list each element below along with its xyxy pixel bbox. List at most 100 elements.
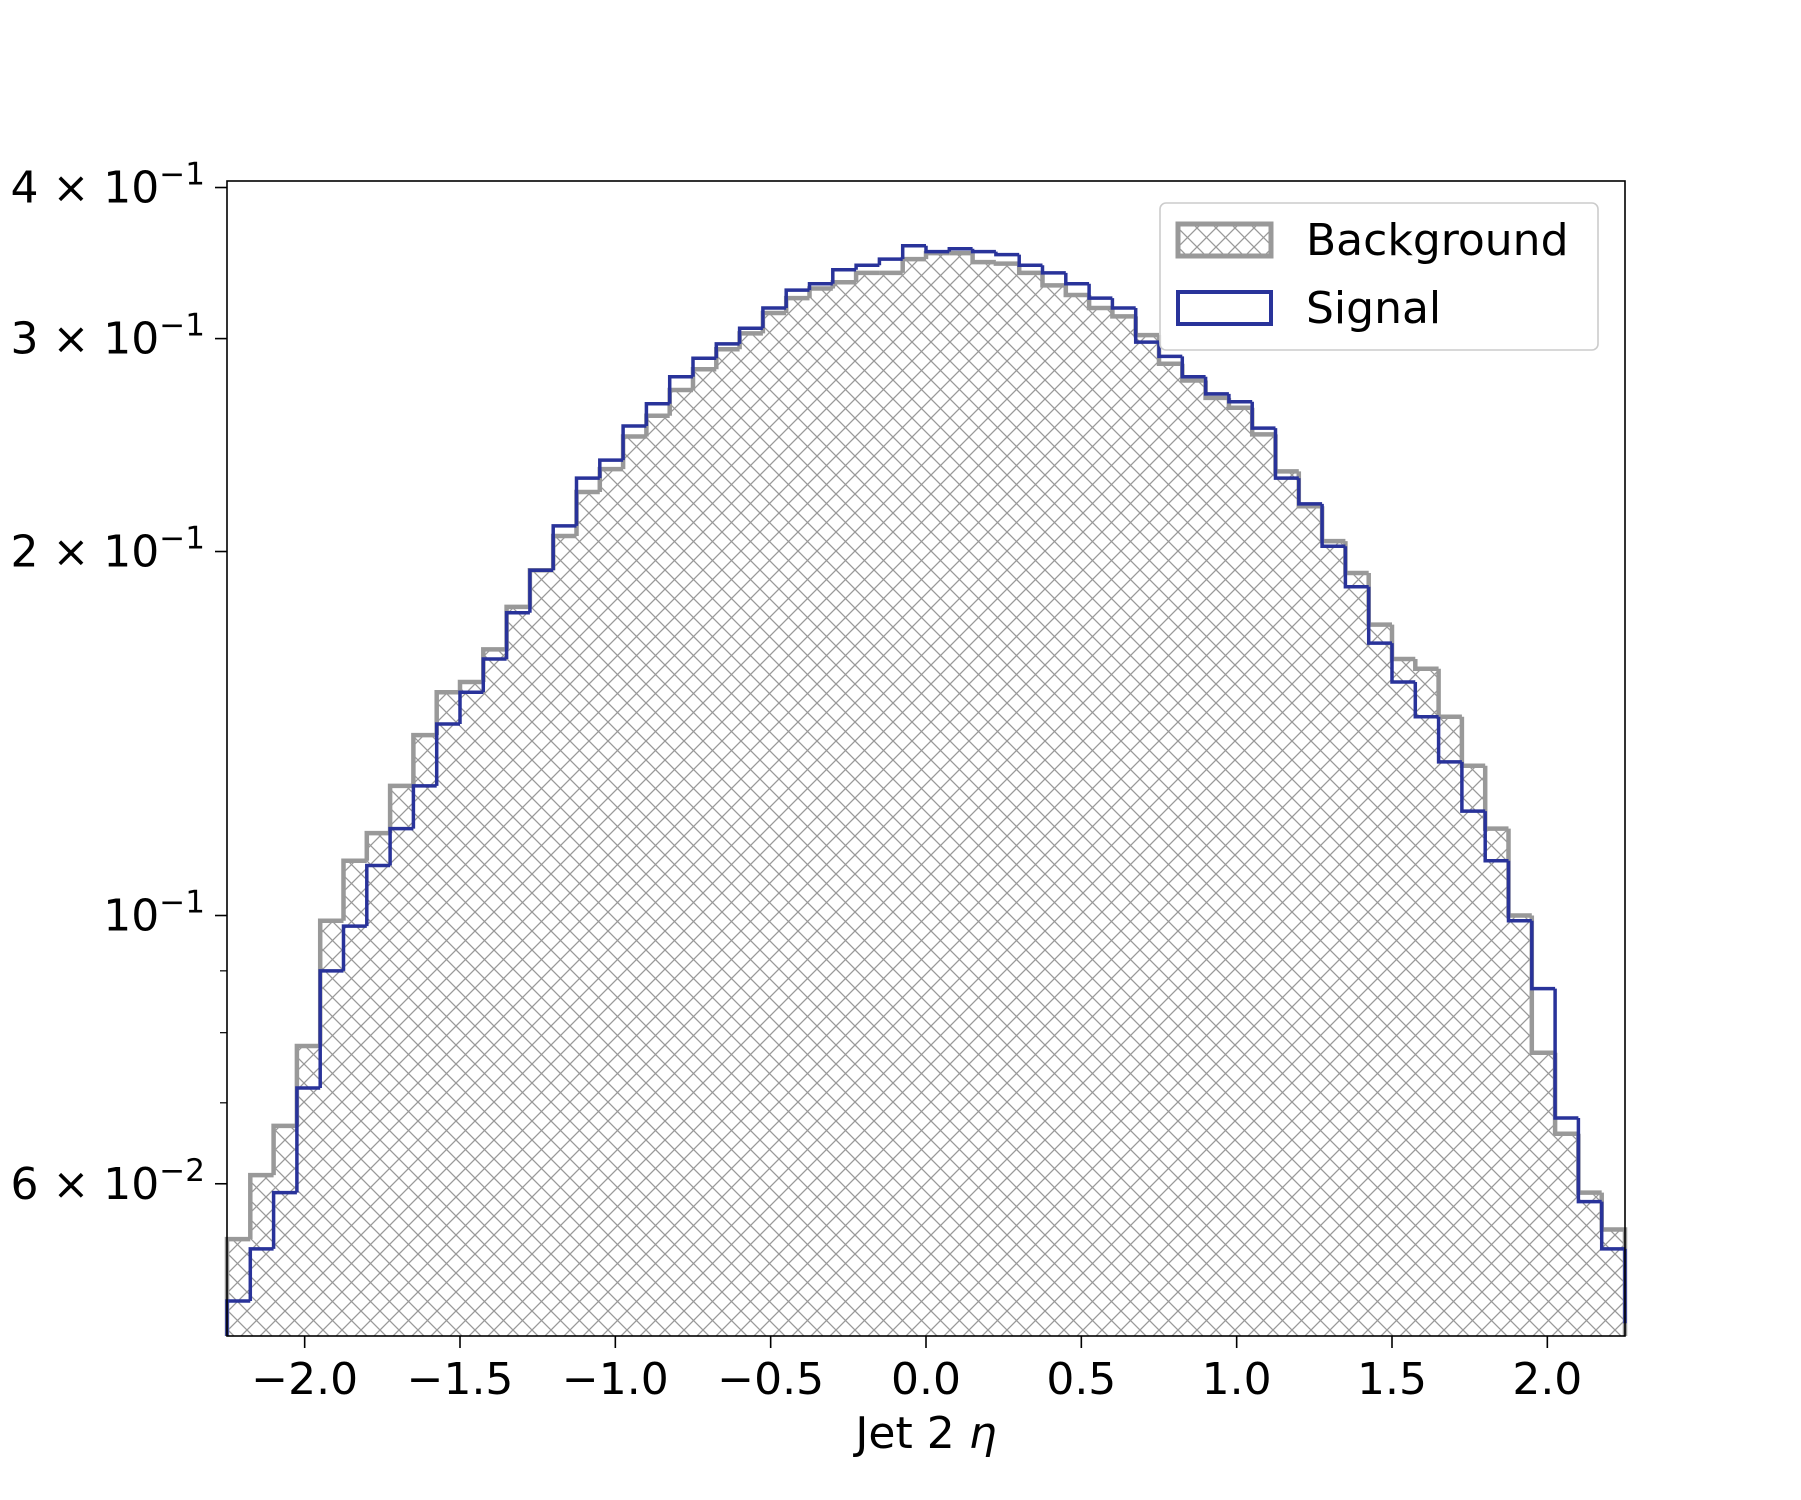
signal-bin [1250,401,1276,430]
background-bin [1343,541,1369,576]
background-bin [1389,624,1416,662]
signal-bin [737,326,763,344]
background-bin [1296,471,1323,509]
background-bin [271,1123,297,1176]
x-tick-label: 0.0 [891,1354,961,1405]
background-bin [1063,285,1090,298]
signal-bin [831,268,857,284]
signal-bin [1157,342,1183,359]
y-tick-label: 6 × 10−2 [10,1153,205,1210]
background-bin [248,1172,274,1240]
background-bin [1273,434,1299,474]
background-bin [1366,572,1392,627]
background-bin [411,732,437,786]
background-bin [1552,1052,1579,1136]
background-bin [457,679,484,693]
x-tick-label: 0.5 [1046,1354,1116,1405]
x-tick-label: −2.0 [251,1354,358,1405]
signal-bin [807,282,833,291]
signal-bin [1180,356,1206,379]
signal-bin [1297,478,1323,506]
signal-bin [411,784,437,829]
signal-bin [574,476,600,526]
background-bin [1506,828,1532,918]
background-bin [1040,272,1066,288]
signal-bin [1017,254,1043,267]
x-tick-label: −1.0 [562,1354,669,1405]
signal-bin [481,657,507,693]
legend-label-background: Background [1306,215,1569,266]
background-bin [1413,658,1439,671]
signal-bin [1553,988,1579,1120]
signal-bin [528,568,554,613]
signal-bin [434,722,460,786]
signal-bin [667,374,693,404]
signal-bin [877,257,903,266]
x-axis-label: Jet 2 η [852,1408,996,1459]
background-bin [341,858,367,921]
signal-bin [1366,586,1392,645]
signal-bin [318,969,344,1089]
legend-swatch-background [1175,221,1274,259]
signal-bin [621,424,647,461]
background-bin [970,253,996,265]
y-tick-label: 10−1 [103,885,205,942]
background-bin [1249,407,1276,437]
signal-bin [1110,298,1136,310]
signal-bin [1413,681,1439,719]
signal-bin [1273,428,1299,480]
signal-bin [1343,546,1369,589]
signal-bin [714,342,740,359]
x-tick-label: 2.0 [1512,1354,1582,1405]
background-hatch-fill [227,253,1625,1336]
signal-bin [598,458,624,479]
background-bin [1133,316,1159,338]
x-tick-label: 1.5 [1357,1354,1427,1405]
x-tick-label: 1.0 [1202,1354,1272,1405]
background-bin [364,830,391,861]
signal-bin [1087,283,1113,300]
y-tick-label: 2 × 10−1 [10,521,205,578]
signal-bin [271,1190,297,1249]
signal-bin [1483,811,1509,863]
x-tick-label: −1.5 [407,1354,514,1405]
signal-bin [947,246,973,252]
signal-bin [504,610,530,659]
background-bin [434,689,460,736]
background-bin [1576,1133,1602,1195]
y-tick-label: 4 × 10−1 [10,157,205,214]
signal-bin [1530,920,1556,991]
signal-bin [691,356,717,377]
y-axis: 4 × 10−1 3 × 10−1 2 × 10−1 10−1 6 × 10−2 [10,157,227,1210]
signal-bin [1227,393,1253,404]
legend: Background Signal [1159,202,1599,351]
signal-bin [1064,272,1090,286]
signal-bin [1599,1201,1625,1251]
background-bin [1529,915,1556,1056]
signal-bin [784,288,810,308]
signal-bin [761,306,787,329]
signal-bin [1506,860,1532,923]
background-bin [1482,765,1509,831]
signal-bin [1390,643,1416,684]
signal-bin [1203,376,1229,396]
signal-bin [1133,307,1159,344]
signal-bin [551,524,577,571]
plot-area [224,244,1628,1336]
background-bin [1110,307,1136,319]
background-bin [853,270,880,283]
background-bin [1459,716,1486,769]
signal-bin [970,248,996,254]
background-bin [1436,668,1462,720]
signal-bin [365,863,391,927]
legend-swatch-signal [1176,290,1273,326]
signal-bin [1460,761,1486,813]
background-bin [387,783,414,834]
signal-bin [1320,503,1346,549]
signal-bin [1436,716,1462,764]
signal-bin [341,924,367,971]
signal-bin [295,1086,321,1193]
signal-bin [994,251,1020,257]
signal-bin [644,401,670,427]
